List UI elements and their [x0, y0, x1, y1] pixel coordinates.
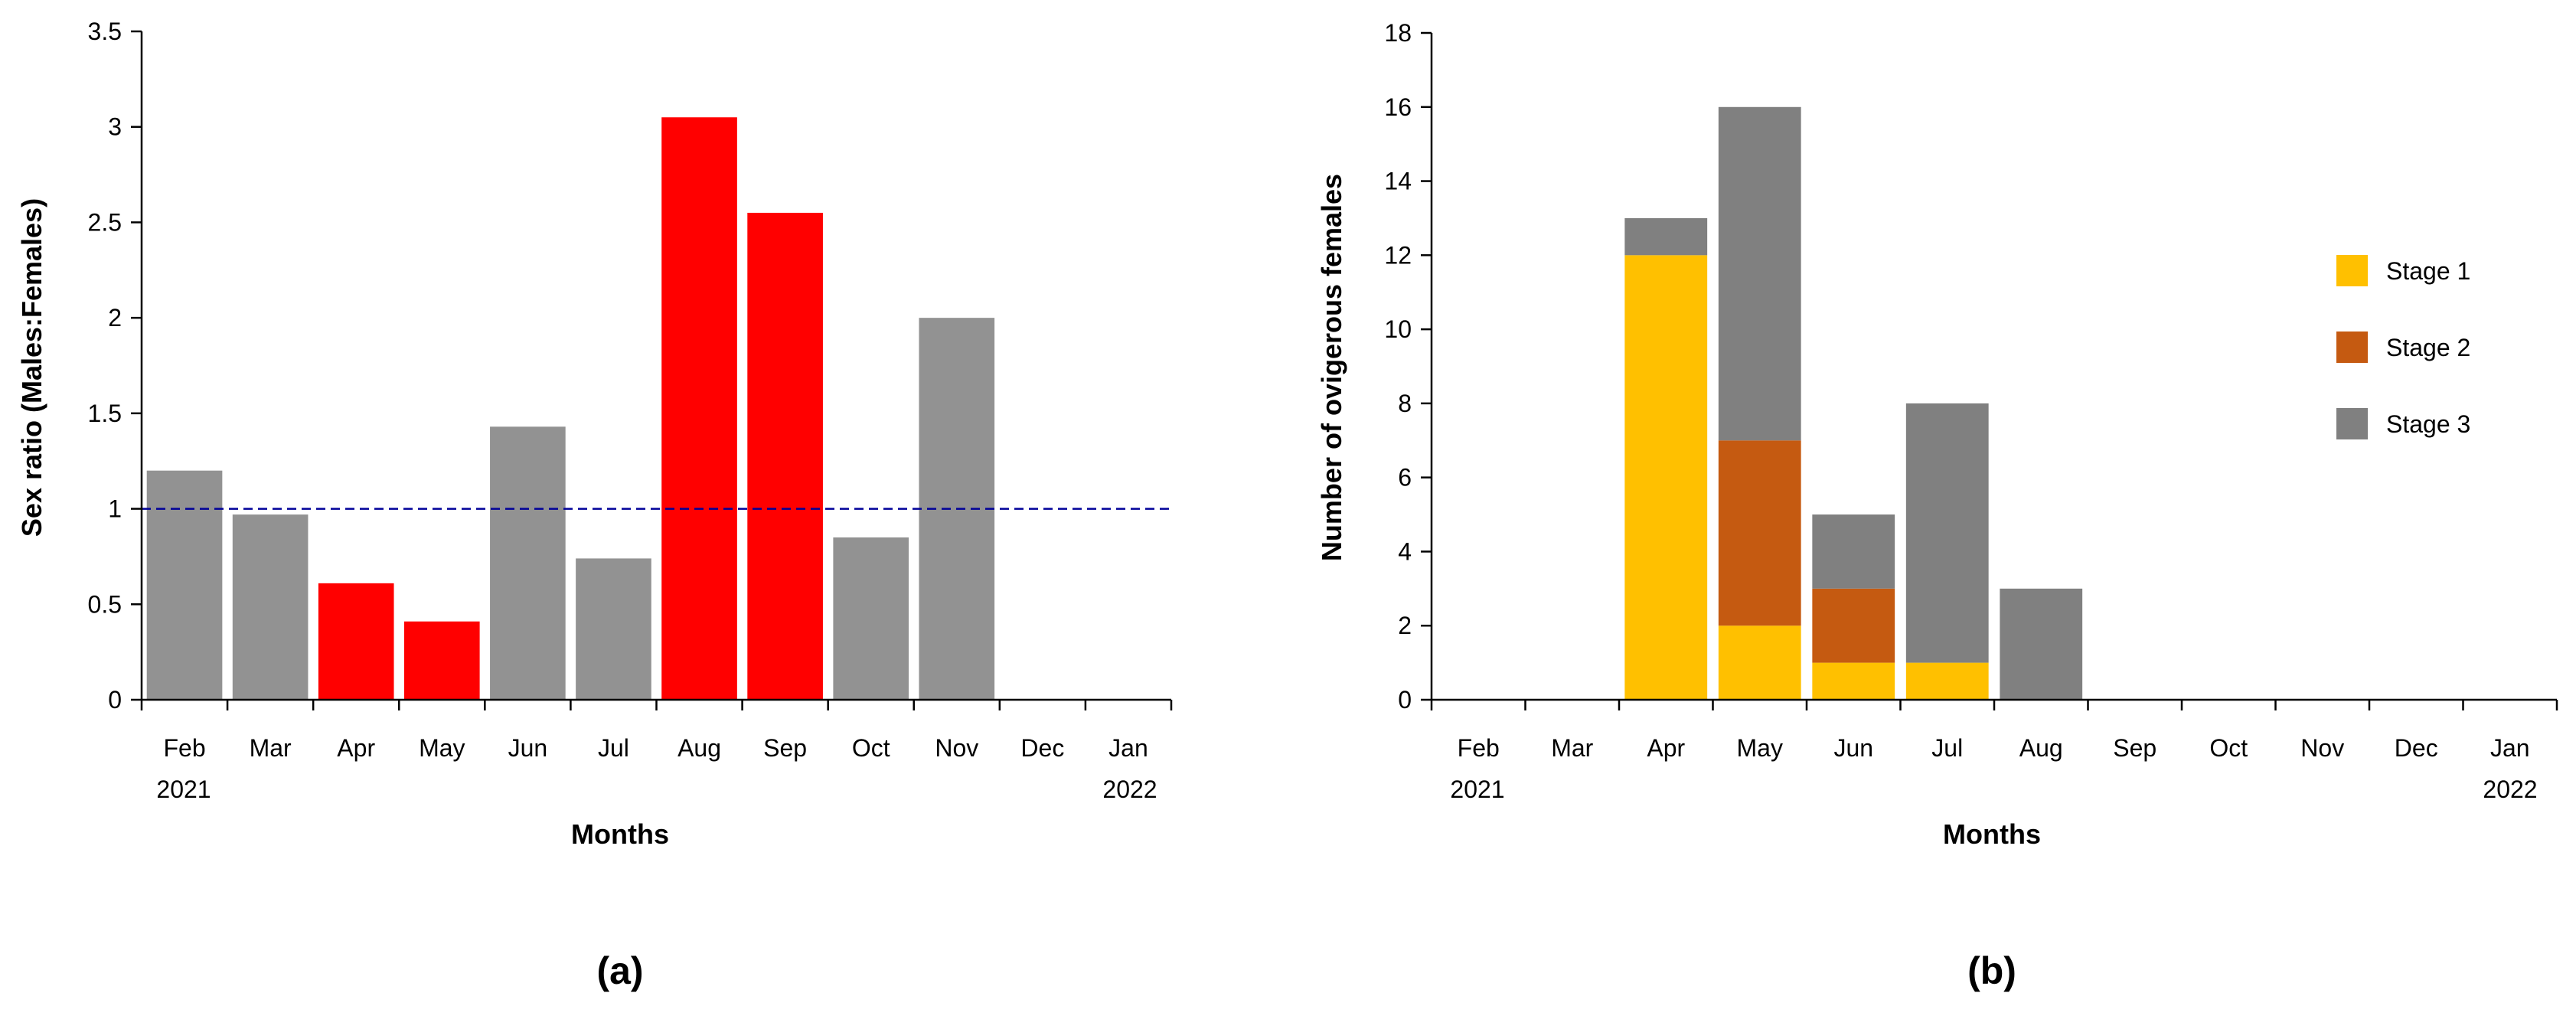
panel-a-x-tick-label: Oct [852, 734, 890, 762]
panel-a-year-start: 2021 [156, 776, 211, 803]
panel-b-bar-jun-stage-3 [1812, 514, 1895, 589]
panel-b-y-tick-label: 4 [1398, 537, 1412, 565]
panel-b-y-tick-label: 2 [1398, 612, 1412, 639]
panel-b-bar-jun-stage-1 [1812, 662, 1895, 700]
panel-b-x-tick-label: Sep [2113, 734, 2156, 762]
panel-a-bar-may [403, 621, 480, 700]
panel-a-x-tick-labels: Feb Mar Apr May Jun Jul Aug Sep Oct Nov Dec Jan [163, 734, 1148, 762]
panel-b-y-tick-label: 8 [1398, 390, 1412, 417]
panel-b-y-tick-label: 0 [1398, 686, 1412, 714]
panel-b-year-end: 2022 [2483, 776, 2537, 803]
panel-a-y-tick-label: 3 [108, 113, 122, 141]
panel-a-y-tick-label: 1 [108, 495, 122, 523]
panel-a-x-axis-title: Months [571, 818, 669, 850]
legend-label-stage-1: Stage 1 [2386, 257, 2470, 285]
panel-a-sex-ratio-chart: 0 0.5 1 1.5 2 2.5 3 3.5 Feb Mar Apr May Jun Jul Aug Se… [16, 18, 1173, 992]
panel-b-x-tick-label: Mar [1551, 734, 1593, 762]
panel-a-x-tick-label: Feb [163, 734, 205, 762]
panel-b-x-tick-label: May [1737, 734, 1783, 762]
panel-a-x-tick-label: Mar [250, 734, 292, 762]
panel-b-y-tick-labels: 0 2 4 6 8 10 12 14 16 18 [1384, 19, 1412, 714]
panel-a-x-tick-label: May [419, 734, 465, 762]
panel-b-bar-apr-stage-3 [1624, 217, 1708, 256]
panel-b-y-tick-label: 6 [1398, 464, 1412, 492]
panel-a-x-tick-label: Jan [1108, 734, 1148, 762]
panel-a-y-tick-labels: 0 0.5 1 1.5 2 2.5 3 3.5 [88, 18, 122, 714]
legend-swatch-stage-1 [2336, 255, 2368, 286]
panel-b-axes [1421, 31, 2558, 710]
panel-b-stacked-bars [1624, 106, 2083, 700]
panel-b-x-tick-label: Oct [2209, 734, 2248, 762]
panel-a-bar-feb [146, 470, 223, 700]
panel-a-bar-aug [661, 117, 737, 700]
panel-a-x-tick-label: Jun [508, 734, 548, 762]
panel-a-y-tick-label: 1.5 [88, 400, 122, 427]
panel-b-label: (b) [1967, 949, 2016, 992]
panel-a-y-tick-label: 2.5 [88, 208, 122, 236]
panel-a-x-tick-label: Apr [337, 734, 375, 762]
panel-a-bar-jul [576, 558, 651, 700]
panel-a-bar-sep [747, 212, 823, 700]
panel-a-y-axis-title: Sex ratio (Males:Females) [16, 198, 47, 537]
panel-b-y-tick-label: 10 [1384, 315, 1412, 343]
legend-label-stage-3: Stage 3 [2386, 410, 2470, 438]
panel-b-x-tick-label: Nov [2300, 734, 2344, 762]
panel-b-year-start: 2021 [1450, 776, 1504, 803]
panel-b-x-tick-label: Apr [1647, 734, 1685, 762]
panel-a-bar-apr [318, 583, 394, 700]
panel-b-bar-apr-stage-1 [1624, 255, 1708, 700]
panel-b-bar-aug-stage-3 [2000, 588, 2083, 700]
panel-b-y-tick-label: 14 [1384, 168, 1412, 195]
panel-b-x-tick-label: Aug [2019, 734, 2063, 762]
panel-a-y-tick-label: 2 [108, 304, 122, 332]
panel-b-x-tick-label: Jan [2490, 734, 2530, 762]
panel-a-x-tick-label: Aug [677, 734, 721, 762]
panel-b-y-tick-label: 16 [1384, 93, 1412, 121]
panel-a-bar-jun [490, 426, 566, 700]
panel-b-bar-jun-stage-2 [1812, 588, 1895, 663]
panel-b-bar-jul-stage-1 [1905, 662, 1989, 700]
panel-a-x-tick-label: Jul [598, 734, 629, 762]
panel-b-x-tick-label: Dec [2395, 734, 2438, 762]
panel-b-x-tick-labels: Feb Mar Apr May Jun Jul Aug Sep Oct Nov Dec Jan [1458, 734, 2530, 762]
panel-a-x-tick-label: Nov [935, 734, 978, 762]
panel-b-y-tick-label: 12 [1384, 241, 1412, 269]
panel-b-bar-may-stage-1 [1718, 625, 1801, 700]
panel-a-label: (a) [596, 949, 643, 992]
panel-b-y-tick-label: 18 [1384, 19, 1412, 47]
panel-b-bar-jul-stage-3 [1905, 403, 1989, 663]
panel-a-x-tick-label: Dec [1020, 734, 1064, 762]
legend-swatch-stage-3 [2336, 408, 2368, 439]
panel-b-ovigerous-chart: 0 2 4 6 8 10 12 14 16 18 Feb Mar Apr May Jun Jul Aug Sep… [1316, 19, 2558, 992]
panel-b-bar-may-stage-3 [1718, 106, 1801, 441]
panel-a-y-tick-label: 0 [108, 686, 122, 714]
panel-a-axes [131, 30, 1173, 710]
legend-swatch-stage-2 [2336, 332, 2368, 363]
panel-a-y-tick-label: 3.5 [88, 18, 122, 45]
panel-b-x-tick-label: Feb [1458, 734, 1500, 762]
panel-a-year-end: 2022 [1102, 776, 1157, 803]
panel-b-legend: Stage 1 Stage 2 Stage 3 [2336, 255, 2470, 439]
panel-a-bar-mar [232, 514, 309, 700]
panel-a-x-tick-label: Sep [763, 734, 807, 762]
legend-label-stage-2: Stage 2 [2386, 334, 2470, 361]
panel-b-x-tick-label: Jun [1833, 734, 1873, 762]
panel-a-bar-oct [833, 537, 909, 700]
panel-b-x-axis-title: Months [1943, 818, 2041, 850]
panel-a-bars [146, 117, 995, 700]
panel-a-y-tick-label: 0.5 [88, 590, 122, 618]
panel-b-x-tick-label: Jul [1931, 734, 1963, 762]
panel-b-bar-may-stage-2 [1718, 440, 1801, 626]
panel-b-y-axis-title: Number of ovigerous females [1316, 174, 1347, 561]
